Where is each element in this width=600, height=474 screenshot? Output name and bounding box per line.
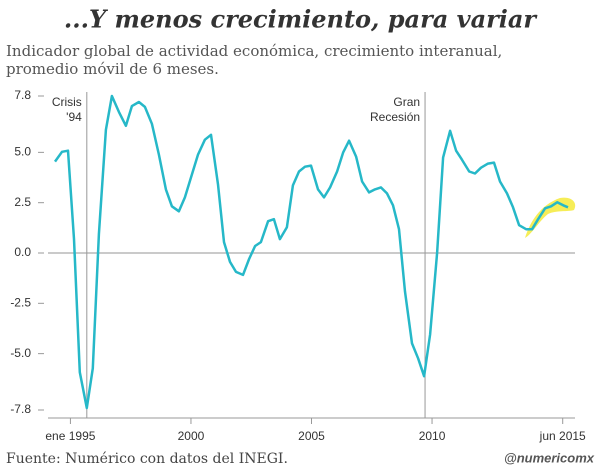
y-tick-label: 5.0	[14, 145, 31, 159]
highlight	[525, 197, 576, 238]
source: Fuente: Numérico con datos del INEGI.	[6, 451, 288, 467]
x-tick-label: 2000	[178, 429, 205, 443]
event-label: Crisis	[52, 95, 82, 109]
event-label: Gran	[393, 95, 420, 109]
subtitle: Indicador global de actividad económica,…	[6, 42, 502, 60]
y-tick-label: 0.0	[14, 245, 31, 259]
x-tick-label: 2010	[419, 429, 446, 443]
series-line	[53, 94, 569, 410]
event-label: '94	[66, 110, 82, 124]
event-label: Recesión	[370, 110, 420, 124]
y-tick-label: -2.5	[10, 295, 31, 309]
subtitle: promedio móvil de 6 meses.	[6, 60, 219, 78]
y-tick-label: -7.8	[10, 402, 31, 416]
credit: @numericomx	[504, 450, 595, 465]
x-tick-label: 2005	[298, 429, 325, 443]
y-tick-label: -5.0	[10, 346, 31, 360]
x-tick-label: jun 2015	[539, 429, 586, 443]
y-tick-label: 7.8	[14, 88, 31, 102]
chart-title: ...Y menos crecimiento, para variar	[64, 5, 539, 34]
x-tick-label: ene 1995	[45, 429, 95, 443]
y-tick-label: 2.5	[14, 195, 31, 209]
